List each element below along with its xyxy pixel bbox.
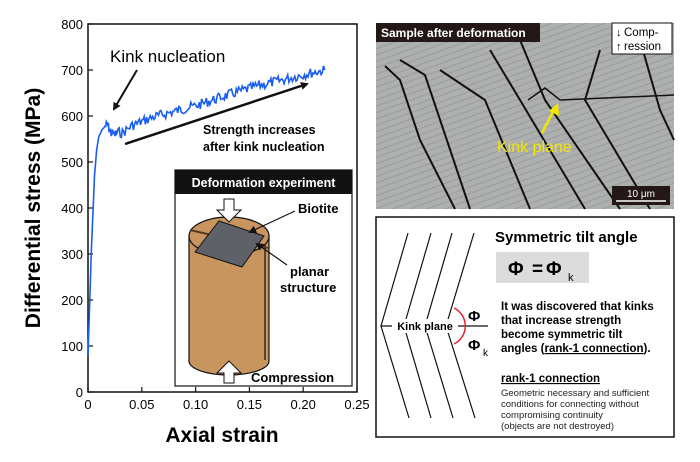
y-tick-label: 500 xyxy=(61,155,83,170)
compression-label: Compression xyxy=(251,370,334,385)
biotite-plate xyxy=(194,220,265,268)
photo-title: Sample after deformation xyxy=(381,26,526,40)
inset-title: Deformation experiment xyxy=(192,176,337,190)
y-axis: 0 100 200 300 400 500 600 700 800 xyxy=(61,17,93,400)
x-axis: 0 0.05 0.10 0.15 0.20 0.25 xyxy=(84,387,370,412)
kink-plane-diagram-label: Kink plane xyxy=(397,321,453,333)
desc-pre: angles ( xyxy=(501,343,545,355)
desc-line: angles (rank-1 connection). xyxy=(501,343,651,355)
symmetric-tilt-panel: Kink plane Φ Φ k Symmetric tilt angle Φ … xyxy=(375,216,675,438)
kink-bands xyxy=(384,39,675,210)
x-axis-label: Axial strain xyxy=(165,424,278,447)
y-tick-label: 700 xyxy=(61,63,83,78)
compression-legend: ↓ ↑ Comp- ression xyxy=(611,22,673,55)
x-tick-label: 0.25 xyxy=(344,397,369,412)
cylinder-sample xyxy=(188,216,270,376)
biotite-label: Biotite xyxy=(298,201,338,216)
compression-arrow-bottom xyxy=(215,360,243,384)
y-tick-label: 200 xyxy=(61,293,83,308)
scale-bar-label: 10 μm xyxy=(627,189,655,200)
y-tick-label: 400 xyxy=(61,201,83,216)
kink-plane-label: Kink plane xyxy=(497,139,572,156)
rank-desc-line: Geometric necessary and sufficient xyxy=(501,388,650,399)
y-tick-label: 0 xyxy=(76,385,83,400)
legend-line1: Comp- xyxy=(624,27,659,39)
rank-desc-line: conditions for connecting without xyxy=(501,399,639,410)
sem-photo-panel: Sample after deformation ↓ ↑ Comp- ressi… xyxy=(376,22,675,210)
planar-label-1: planar xyxy=(290,264,329,279)
phi-label: Φ xyxy=(468,308,480,325)
y-axis-label: Differential stress (MPa) xyxy=(22,88,45,328)
x-tick-label: 0.10 xyxy=(183,397,208,412)
y-tick-label: 100 xyxy=(61,339,83,354)
eq-equals: = xyxy=(532,259,543,280)
planar-label-2: structure xyxy=(280,280,336,295)
deformation-experiment-inset: Deformation experiment Biotite planar st… xyxy=(174,169,353,387)
rank-title: rank-1 connection xyxy=(501,373,600,385)
tilt-title: Symmetric tilt angle xyxy=(495,229,638,246)
x-tick-label: 0.05 xyxy=(129,397,154,412)
equation-box xyxy=(496,252,589,283)
kink-nucleation-arrow xyxy=(112,69,138,111)
up-arrow-icon: ↑ xyxy=(616,41,622,53)
photo-title-bar xyxy=(376,23,540,42)
rank-desc-line: (objects are not destroyed) xyxy=(501,421,614,432)
down-arrow-icon: ↓ xyxy=(616,27,622,39)
compression-arrow-top xyxy=(215,198,243,223)
phi-k-subscript: k xyxy=(483,348,489,359)
strength-label-line2: after kink nucleation xyxy=(203,140,325,154)
rank-desc-line: compromising continuity xyxy=(501,410,603,421)
desc-line: that increase strength xyxy=(501,315,621,327)
eq-right: Φ xyxy=(546,259,562,280)
desc-post: ). xyxy=(644,343,651,355)
stress-strain-series xyxy=(87,65,326,356)
stress-strain-chart: 0 0.05 0.10 0.15 0.20 0.25 0 100 200 300 400 500 60… xyxy=(22,17,370,447)
x-tick-label: 0.20 xyxy=(291,397,316,412)
strength-trend-arrow xyxy=(124,82,309,146)
desc-link: rank-1 connection xyxy=(544,343,643,355)
y-tick-label: 300 xyxy=(61,247,83,262)
strength-label-line1: Strength increases xyxy=(203,123,316,137)
inset-title-bar xyxy=(175,170,352,194)
kink-plane-arrowhead xyxy=(549,103,559,116)
x-tick-label: 0.15 xyxy=(237,397,262,412)
desc-line: It was discovered that kinks xyxy=(501,301,654,313)
x-tick-label: 0 xyxy=(84,397,91,412)
eq-left: Φ xyxy=(508,259,524,280)
y-tick-label: 800 xyxy=(61,17,83,32)
phi-k-label: Φ xyxy=(468,337,480,354)
y-tick-label: 600 xyxy=(61,109,83,124)
desc-line: become symmetric tilt xyxy=(501,329,623,341)
angle-arc xyxy=(453,307,466,345)
legend-line2: ression xyxy=(624,41,661,53)
kink-nucleation-label: Kink nucleation xyxy=(110,47,225,66)
tilt-description: It was discovered that kinks that increa… xyxy=(501,301,654,355)
eq-subscript: k xyxy=(568,272,574,284)
